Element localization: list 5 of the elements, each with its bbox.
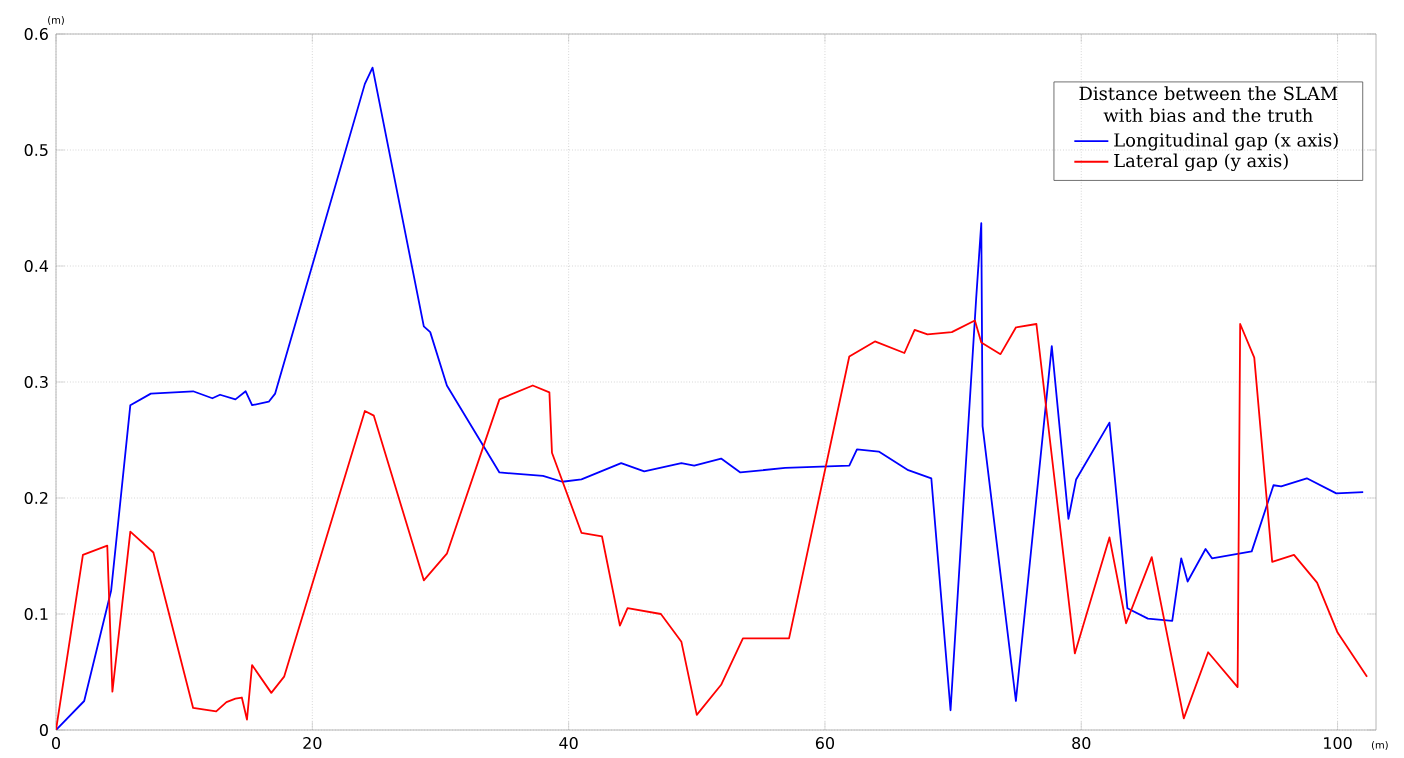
legend-title: Distance between the SLAM with bias and the truth — [1079, 86, 1338, 123]
line-series — [56, 66, 1365, 730]
legend-label: Longitudinal gap (x axis) — [1114, 132, 1338, 151]
line-series — [56, 319, 1368, 730]
legend-label: Lateral gap (y axis) — [1114, 153, 1288, 172]
